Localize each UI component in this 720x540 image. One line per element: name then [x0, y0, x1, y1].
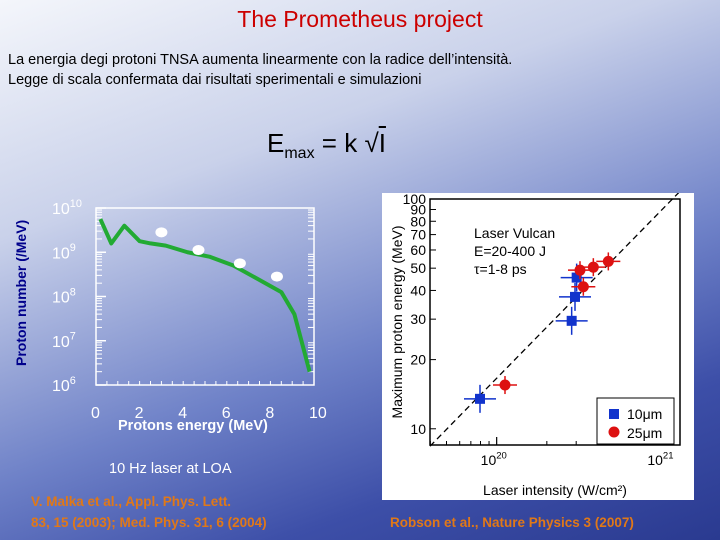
x-tick-label: 6: [222, 405, 231, 422]
y-tick-label: 107: [52, 331, 76, 351]
legend-box: [596, 397, 675, 445]
formula-eq: = k: [314, 128, 365, 158]
point-25um: [499, 379, 511, 391]
left-chart-ylabel: Proton number (/MeV): [13, 219, 29, 366]
point-10um: [571, 272, 582, 283]
point-25um: [587, 261, 599, 273]
x-tick-label: 0: [91, 405, 100, 422]
annotation-line: E=20-400 J: [474, 243, 546, 259]
point-10um: [566, 315, 577, 326]
y-tick-label: 60: [410, 242, 426, 258]
y-tick-label: 10: [410, 421, 426, 437]
y-tick-label: 100: [403, 193, 427, 207]
y-tick-label: 80: [410, 213, 426, 229]
x-tick-label: 1020: [481, 451, 507, 468]
simulation-line: [98, 218, 312, 373]
y-tick-label: 106: [52, 375, 76, 395]
formula-sub: max: [284, 145, 315, 163]
right-chart-xlabel: Laser intensity (W/cm²): [483, 482, 627, 498]
measured-point: [192, 245, 205, 256]
y-tick-label: 109: [52, 242, 76, 262]
legend-label-10um: 10μm: [627, 406, 662, 422]
legend-circle-icon: [608, 426, 620, 438]
subtitle-line-1: La energia degi protoni TNSA aumenta lin…: [8, 52, 513, 68]
measured-point: [233, 258, 246, 269]
subtitle-line-2: Legge di scala confermata dai risultati …: [8, 72, 422, 88]
annotation-line: Laser Vulcan: [474, 225, 555, 241]
point-25um: [602, 255, 614, 267]
slide-title: The Prometheus project: [237, 6, 483, 32]
y-tick-label: 108: [52, 286, 76, 306]
sqrt-icon: √: [364, 128, 379, 158]
point-25um: [574, 264, 586, 276]
left-chart-xlabel: Protons energy (MeV): [118, 418, 268, 434]
right-chart-ylabel: Maximum proton energy (MeV): [389, 226, 405, 419]
formula-lhs: E: [267, 128, 285, 158]
proton-spectrum-chart: 1010 109 108 107 106 0 2 4 6 8 10: [52, 198, 327, 422]
y-tick-label: 70: [410, 227, 426, 243]
citation-right: Robson et al., Nature Physics 3 (2007): [390, 515, 634, 530]
x-tick-label: 2: [135, 405, 144, 422]
x-tick-label: 10: [309, 405, 327, 422]
y-tick-label: 30: [410, 311, 426, 327]
legend-label-25um: 25μm: [627, 425, 662, 441]
point-10um: [570, 291, 580, 302]
formula-var: I: [378, 128, 386, 158]
y-tick-label: 50: [410, 260, 426, 276]
y-tick-label: 40: [410, 282, 426, 298]
x-tick-label: 8: [265, 405, 274, 422]
legend-square-icon: [609, 409, 619, 419]
measured-point: [270, 271, 283, 282]
annotation-line: τ=1-8 ps: [474, 261, 527, 277]
y-tick-label: 20: [410, 352, 426, 368]
scaling-formula: Emax = k √I: [267, 128, 386, 163]
measured-point: [155, 227, 168, 238]
point-10um: [475, 393, 485, 404]
citation-left-line-2: 83, 15 (2003); Med. Phys. 31, 6 (2004): [31, 515, 267, 530]
y-tick-label: 1010: [52, 198, 82, 218]
y-tick-label: 90: [410, 202, 426, 218]
left-plot-frame: [95, 207, 315, 386]
x-tick-label: 4: [178, 405, 187, 422]
x-tick-label: 1021: [647, 451, 673, 468]
citation-left-line-1: V. Malka et al., Appl. Phys. Lett.: [31, 494, 232, 509]
point-25um: [577, 281, 589, 293]
laser-note: 10 Hz laser at LOA: [109, 461, 232, 477]
